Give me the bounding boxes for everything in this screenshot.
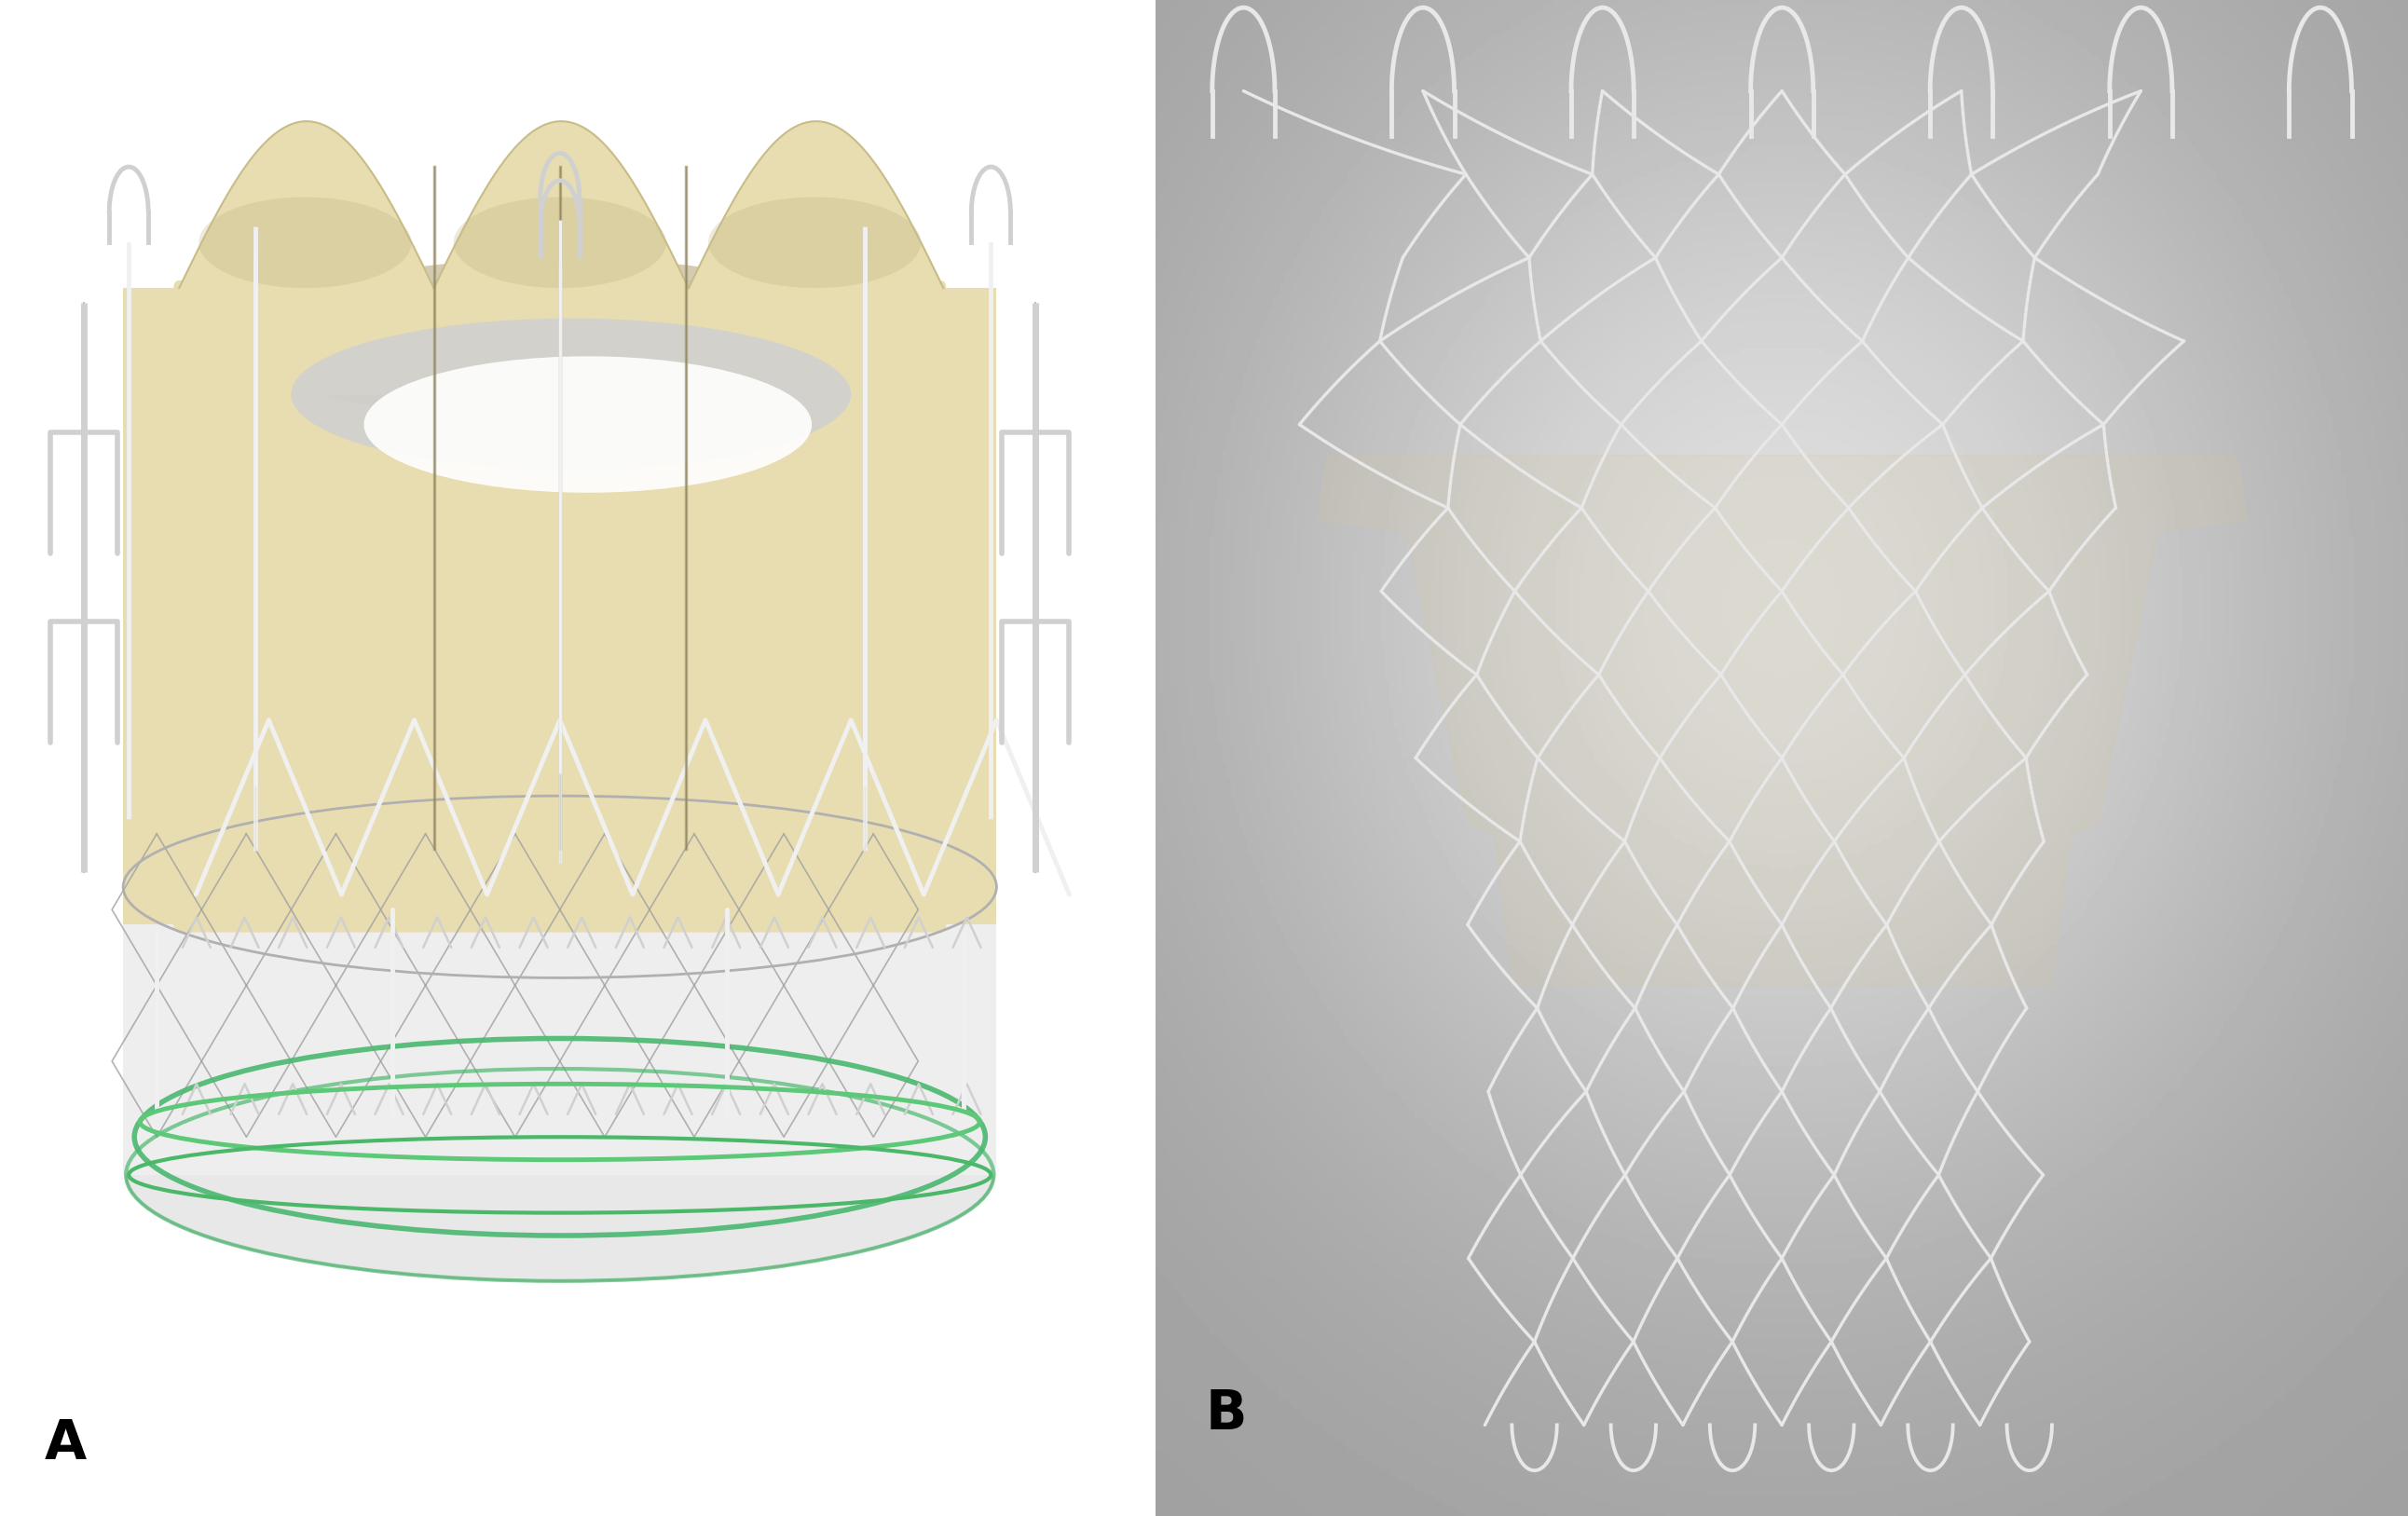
Polygon shape — [123, 910, 997, 1175]
Ellipse shape — [453, 197, 667, 288]
Ellipse shape — [708, 197, 920, 288]
Ellipse shape — [291, 318, 850, 470]
FancyBboxPatch shape — [173, 280, 946, 932]
Ellipse shape — [125, 1069, 995, 1281]
Polygon shape — [942, 288, 997, 925]
Ellipse shape — [200, 197, 412, 288]
Text: A: A — [46, 1417, 87, 1471]
Ellipse shape — [253, 258, 867, 424]
Ellipse shape — [364, 356, 811, 493]
Polygon shape — [123, 288, 178, 925]
Ellipse shape — [123, 826, 997, 993]
Text: B: B — [1206, 1387, 1247, 1440]
